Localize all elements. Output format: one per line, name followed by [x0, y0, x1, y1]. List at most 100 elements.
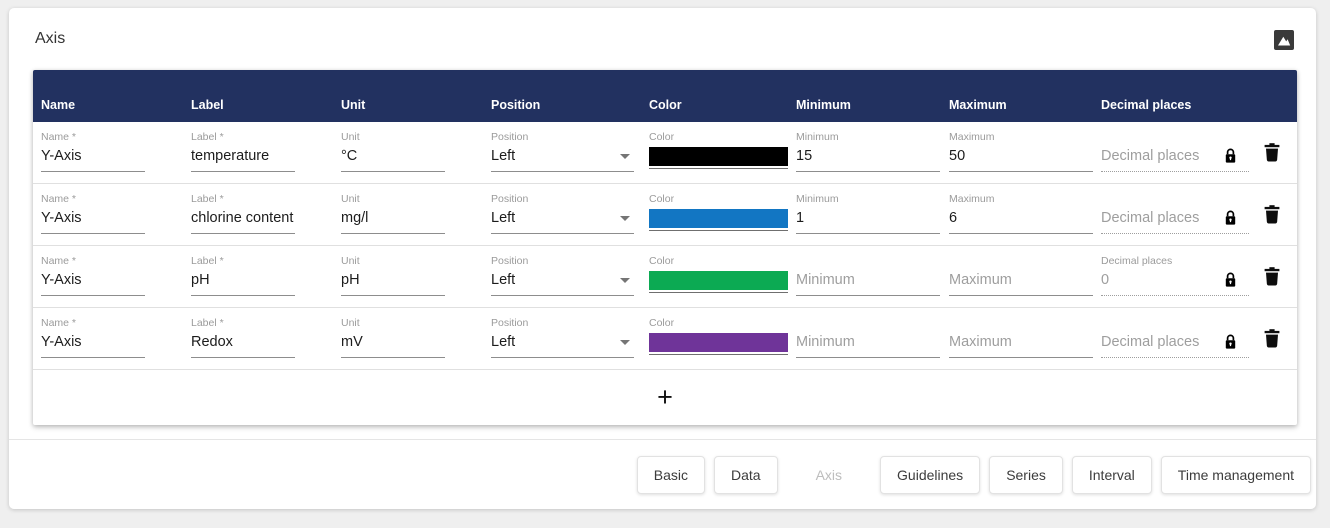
trash-icon[interactable] — [1260, 325, 1284, 352]
decimal-places-cell: Decimal places — [1093, 246, 1249, 307]
name-field-label: Name * — [41, 317, 77, 329]
color-swatch — [649, 271, 788, 290]
trash-icon[interactable] — [1260, 139, 1284, 166]
minimum-cell: Minimum — [788, 184, 941, 245]
color-cell: Color — [641, 246, 788, 307]
actions-cell — [1247, 246, 1297, 307]
label-cell: Label * — [183, 184, 333, 245]
position-field-label: Position — [491, 255, 529, 267]
card-header: Axis — [9, 8, 1316, 70]
col-header-unit: Unit — [341, 98, 366, 112]
color-picker[interactable] — [649, 209, 788, 231]
tab-series[interactable]: Series — [989, 455, 1063, 494]
name-cell: Name * — [33, 246, 183, 307]
lock-icon — [1224, 210, 1237, 226]
unit-cell: Unit — [333, 246, 483, 307]
lock-icon — [1224, 148, 1237, 164]
label-input[interactable] — [191, 207, 295, 234]
unit-cell: Unit — [333, 308, 483, 369]
maximum-input[interactable] — [949, 269, 1093, 296]
unit-field-label: Unit — [341, 317, 360, 329]
label-cell: Label * — [183, 246, 333, 307]
name-field-label: Name * — [41, 193, 77, 205]
decimal-field-label — [1101, 131, 1247, 144]
decimal-places-input — [1101, 331, 1249, 358]
position-value: Left — [491, 148, 516, 164]
label-input[interactable] — [191, 145, 295, 172]
name-input[interactable] — [41, 145, 145, 172]
unit-input[interactable] — [341, 145, 445, 172]
position-select[interactable]: Left — [491, 269, 634, 296]
minimum-input[interactable] — [796, 269, 940, 296]
decimal-places-input — [1101, 145, 1249, 172]
color-swatch — [649, 209, 788, 228]
label-input[interactable] — [191, 269, 295, 296]
actions-cell — [1247, 122, 1297, 183]
unit-input[interactable] — [341, 269, 445, 296]
decimal-field-label: Decimal places — [1101, 255, 1173, 267]
image-icon[interactable] — [1274, 30, 1294, 50]
position-value: Left — [491, 272, 516, 288]
maximum-input[interactable] — [949, 331, 1093, 358]
decimal-field-label — [1101, 193, 1247, 206]
maximum-field-label — [949, 255, 1093, 268]
position-field-label: Position — [491, 131, 529, 143]
col-header-color: Color — [649, 98, 682, 112]
maximum-cell: Maximum — [941, 122, 1093, 183]
name-input[interactable] — [41, 269, 145, 296]
minimum-input[interactable] — [796, 331, 940, 358]
minimum-field-label — [796, 255, 941, 268]
add-axis-button[interactable]: + — [657, 382, 673, 412]
minimum-input[interactable] — [796, 145, 940, 172]
table-row: Name * Label * Unit Position Left Color — [33, 122, 1297, 184]
label-input[interactable] — [191, 331, 295, 358]
position-select[interactable]: Left — [491, 145, 634, 172]
color-picker[interactable] — [649, 333, 788, 355]
name-cell: Name * — [33, 184, 183, 245]
decimal-field-label — [1101, 317, 1247, 330]
col-header-position: Position — [491, 98, 541, 112]
lock-icon — [1224, 334, 1237, 350]
label-field-label: Label * — [191, 255, 224, 267]
label-cell: Label * — [183, 122, 333, 183]
axis-settings-card: Axis Name Label Unit Position Color Mini… — [9, 8, 1316, 509]
color-picker[interactable] — [649, 147, 788, 169]
label-field-label: Label * — [191, 131, 224, 143]
minimum-cell — [788, 308, 941, 369]
unit-input[interactable] — [341, 331, 445, 358]
position-field-label: Position — [491, 193, 529, 205]
axis-table: Name Label Unit Position Color Minimum M… — [33, 70, 1297, 425]
name-cell: Name * — [33, 122, 183, 183]
minimum-input[interactable] — [796, 207, 940, 234]
color-field-label: Color — [649, 255, 675, 267]
name-input[interactable] — [41, 331, 145, 358]
name-field-label: Name * — [41, 131, 77, 143]
color-cell: Color — [641, 122, 788, 183]
decimal-places-input — [1101, 269, 1249, 296]
position-select[interactable]: Left — [491, 207, 634, 234]
decimal-places-cell — [1093, 184, 1249, 245]
unit-input[interactable] — [341, 207, 445, 234]
lock-icon — [1224, 272, 1237, 288]
maximum-input[interactable] — [949, 145, 1093, 172]
trash-icon[interactable] — [1260, 263, 1284, 290]
color-picker[interactable] — [649, 271, 788, 293]
col-header-maximum: Maximum — [949, 98, 1007, 112]
maximum-input[interactable] — [949, 207, 1093, 234]
tab-time-management[interactable]: Time management — [1160, 455, 1311, 494]
maximum-field-label: Maximum — [949, 193, 995, 205]
tab-guidelines[interactable]: Guidelines — [880, 455, 981, 494]
trash-icon[interactable] — [1260, 201, 1284, 228]
tab-data[interactable]: Data — [714, 455, 778, 494]
color-field-label: Color — [649, 131, 675, 143]
name-input[interactable] — [41, 207, 145, 234]
position-select[interactable]: Left — [491, 331, 634, 358]
tab-interval[interactable]: Interval — [1071, 455, 1152, 494]
label-field-label: Label * — [191, 317, 224, 329]
tab-basic[interactable]: Basic — [636, 455, 705, 494]
decimal-places-cell — [1093, 308, 1249, 369]
maximum-cell — [941, 246, 1093, 307]
caret-down-icon — [620, 339, 630, 345]
page-title: Axis — [35, 30, 66, 47]
col-header-minimum: Minimum — [796, 98, 851, 112]
